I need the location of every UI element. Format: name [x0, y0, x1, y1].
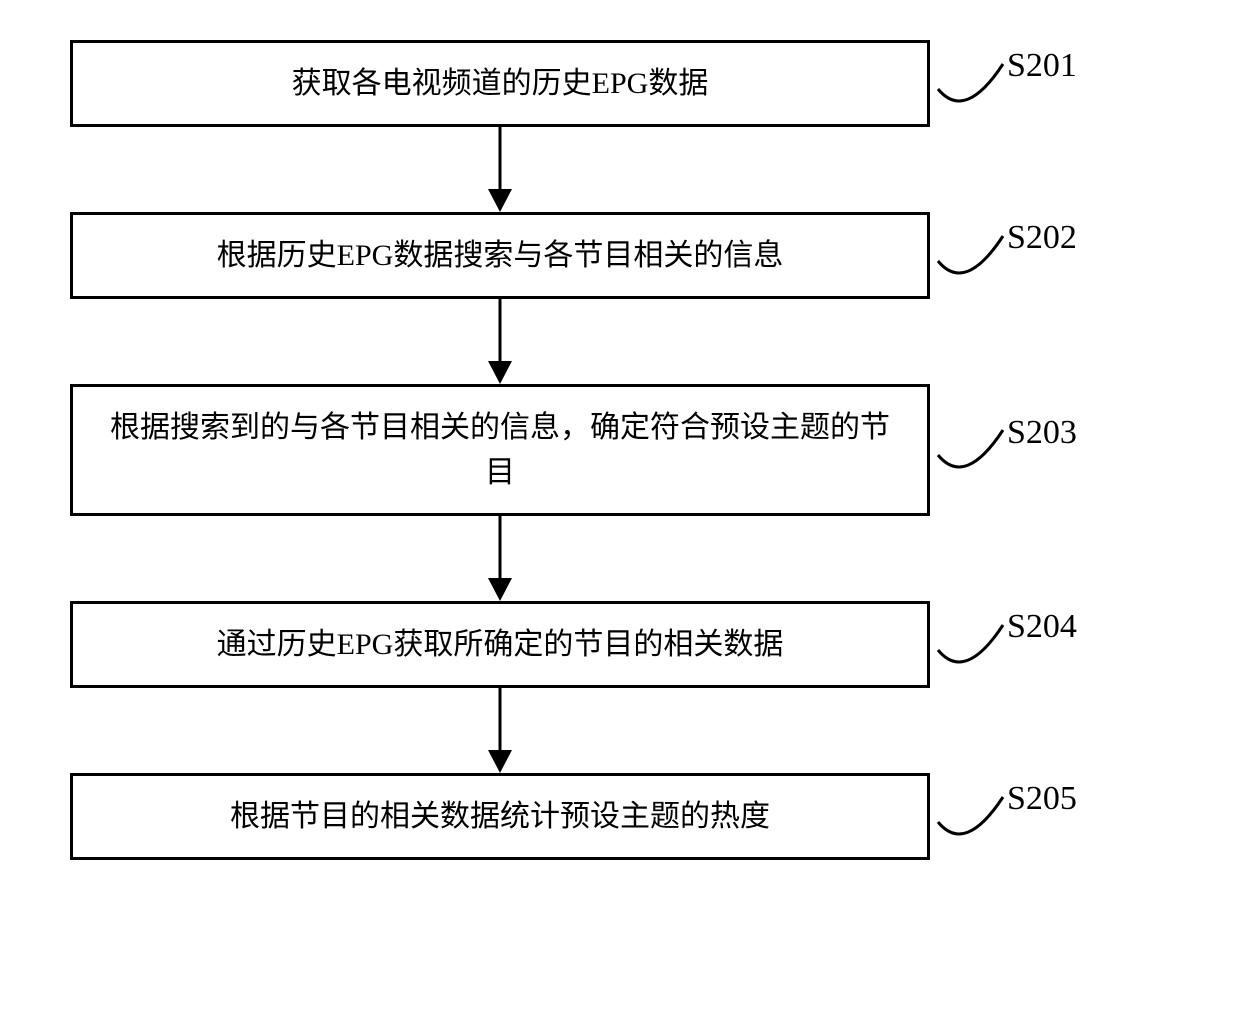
- arrow-down-icon: [480, 127, 520, 212]
- arrow-row: [70, 688, 1170, 773]
- step-text: 根据搜索到的与各节目相关的信息，确定符合预设主题的节目: [103, 405, 897, 495]
- arrow-container: [70, 299, 930, 384]
- arrow-row: [70, 516, 1170, 601]
- step-box-4: 通过历史EPG获取所确定的节目的相关数据: [70, 601, 930, 688]
- step-label: S202: [1007, 219, 1077, 257]
- step-box-1: 获取各电视频道的历史EPG数据: [70, 40, 930, 127]
- step-row: 通过历史EPG获取所确定的节目的相关数据 S204: [70, 601, 1170, 688]
- step-label-area: S202: [935, 216, 1115, 296]
- step-text: 获取各电视频道的历史EPG数据: [292, 61, 709, 106]
- curve-connector-icon: [935, 605, 1005, 685]
- step-box-5: 根据节目的相关数据统计预设主题的热度: [70, 773, 930, 860]
- arrow-row: [70, 299, 1170, 384]
- step-text: 通过历史EPG获取所确定的节目的相关数据: [217, 622, 784, 667]
- step-label-area: S203: [935, 410, 1115, 490]
- step-row: 根据历史EPG数据搜索与各节目相关的信息 S202: [70, 212, 1170, 299]
- step-label-area: S205: [935, 777, 1115, 857]
- curve-connector-icon: [935, 777, 1005, 857]
- arrow-row: [70, 127, 1170, 212]
- step-box-2: 根据历史EPG数据搜索与各节目相关的信息: [70, 212, 930, 299]
- curve-connector-icon: [935, 44, 1005, 124]
- arrow-down-icon: [480, 299, 520, 384]
- step-label-area: S204: [935, 605, 1115, 685]
- flowchart-container: 获取各电视频道的历史EPG数据 S201 根据历史EPG数据搜索与各节目相关的信…: [70, 40, 1170, 860]
- step-label-area: S201: [935, 44, 1115, 124]
- step-label: S205: [1007, 780, 1077, 818]
- step-label: S201: [1007, 47, 1077, 85]
- curve-connector-icon: [935, 410, 1005, 490]
- step-text: 根据节目的相关数据统计预设主题的热度: [230, 794, 770, 839]
- step-row: 获取各电视频道的历史EPG数据 S201: [70, 40, 1170, 127]
- arrow-down-icon: [480, 516, 520, 601]
- arrow-container: [70, 688, 930, 773]
- step-row: 根据节目的相关数据统计预设主题的热度 S205: [70, 773, 1170, 860]
- step-label: S204: [1007, 608, 1077, 646]
- curve-connector-icon: [935, 216, 1005, 296]
- step-label: S203: [1007, 414, 1077, 452]
- arrow-container: [70, 516, 930, 601]
- arrow-down-icon: [480, 688, 520, 773]
- step-box-3: 根据搜索到的与各节目相关的信息，确定符合预设主题的节目: [70, 384, 930, 516]
- step-text: 根据历史EPG数据搜索与各节目相关的信息: [217, 233, 784, 278]
- step-row: 根据搜索到的与各节目相关的信息，确定符合预设主题的节目 S203: [70, 384, 1170, 516]
- arrow-container: [70, 127, 930, 212]
